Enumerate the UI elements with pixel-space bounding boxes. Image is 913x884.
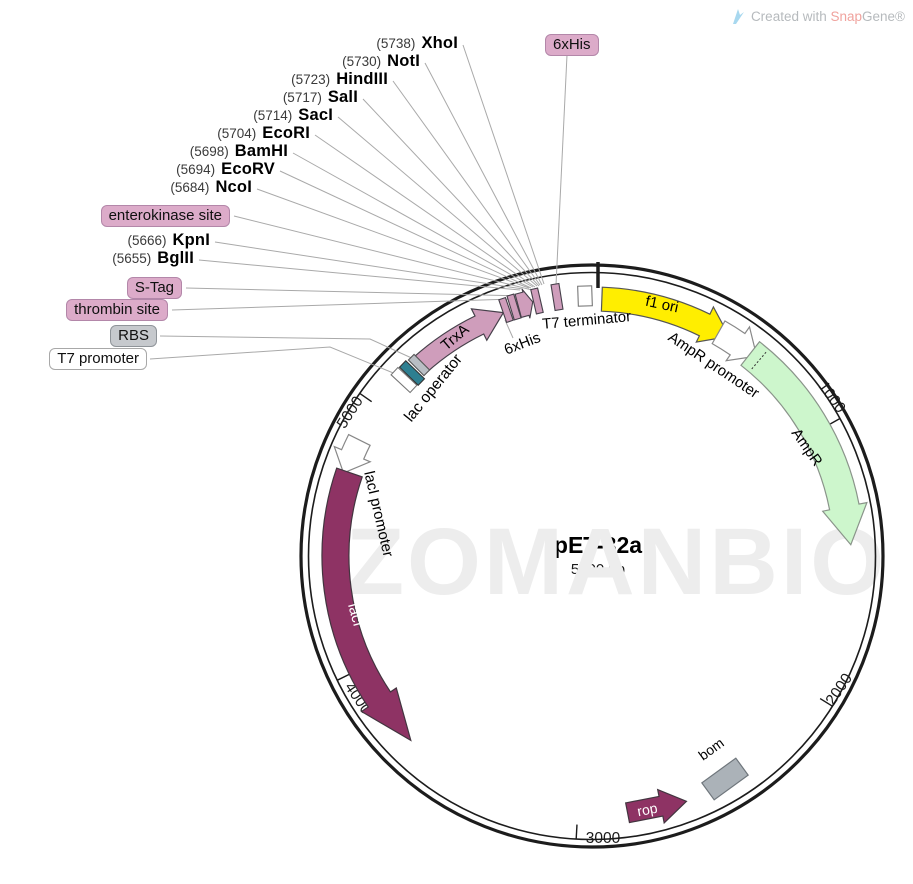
leader-line	[233, 215, 537, 292]
feature-rop: rop	[624, 788, 688, 825]
plasmid-title-block: pET-32a 5900 bp	[554, 532, 642, 578]
snapgene-logo-icon	[732, 9, 744, 24]
leader-line	[185, 287, 524, 297]
feature-laci	[321, 467, 412, 742]
s-tag-marker	[514, 288, 534, 319]
credit-brand-snap: Snap	[830, 9, 863, 24]
leader-line	[555, 54, 568, 286]
rop-arrow	[624, 788, 688, 825]
leader-line	[292, 152, 534, 288]
leader-line	[424, 62, 543, 286]
watermark-text: ZOMANBIO	[346, 509, 887, 615]
leader-line	[392, 80, 541, 286]
map-text-t7-terminator: T7 terminator	[541, 308, 631, 333]
plasmid-size: 5900 bp	[570, 561, 626, 578]
leader-line	[149, 346, 404, 378]
t7-promoter-marker	[390, 366, 418, 394]
position-tick-1	[819, 697, 833, 707]
leader-line	[462, 44, 545, 285]
feature-ampr	[740, 340, 868, 546]
leader-line	[337, 116, 538, 287]
plasmid-ring-outer	[299, 263, 885, 849]
feature-ampr-promoter-arrow	[711, 320, 758, 362]
enterokinase-site-marker	[530, 287, 544, 315]
plasmid-ring-inner	[307, 271, 877, 841]
position-tick-4	[359, 393, 373, 403]
leader-line	[214, 241, 524, 290]
map-text-f1-ori: f1 ori	[644, 293, 680, 317]
map-text-bom: bom	[695, 734, 726, 763]
position-tick-label: 3000	[586, 830, 621, 847]
map-text-his6-inner: 6xHis	[502, 329, 543, 358]
position-tick-2	[575, 824, 578, 839]
position-tick-3	[337, 673, 351, 681]
his6-marker-2	[550, 282, 564, 312]
leader-line	[159, 335, 417, 361]
lac-operator-marker	[398, 359, 426, 387]
leader-line	[256, 188, 530, 289]
credit-brand-gene: Gene	[862, 9, 896, 24]
rbs-marker	[407, 353, 431, 377]
t7-terminator-marker	[577, 285, 593, 307]
snapgene-credit: Created with SnapGene®	[730, 8, 905, 25]
leader-line	[362, 98, 540, 287]
feature-bom	[701, 757, 749, 801]
leader-line	[171, 298, 514, 311]
credit-text: Created with SnapGene®	[750, 9, 905, 24]
map-text-laci: lacI	[344, 601, 366, 628]
rop-label: rop	[636, 800, 659, 820]
bom-box	[701, 757, 749, 801]
credit-registered: ®	[895, 9, 905, 24]
thrombin-site-marker	[506, 293, 522, 321]
leader-line	[279, 170, 532, 289]
leader-line	[198, 259, 521, 291]
feature-trxa	[412, 308, 505, 374]
plasmid-name: pET-32a	[553, 532, 643, 558]
leader-line	[314, 134, 536, 288]
feature-laci-promoter-arrow	[333, 433, 372, 474]
his6-marker-1	[498, 296, 514, 324]
